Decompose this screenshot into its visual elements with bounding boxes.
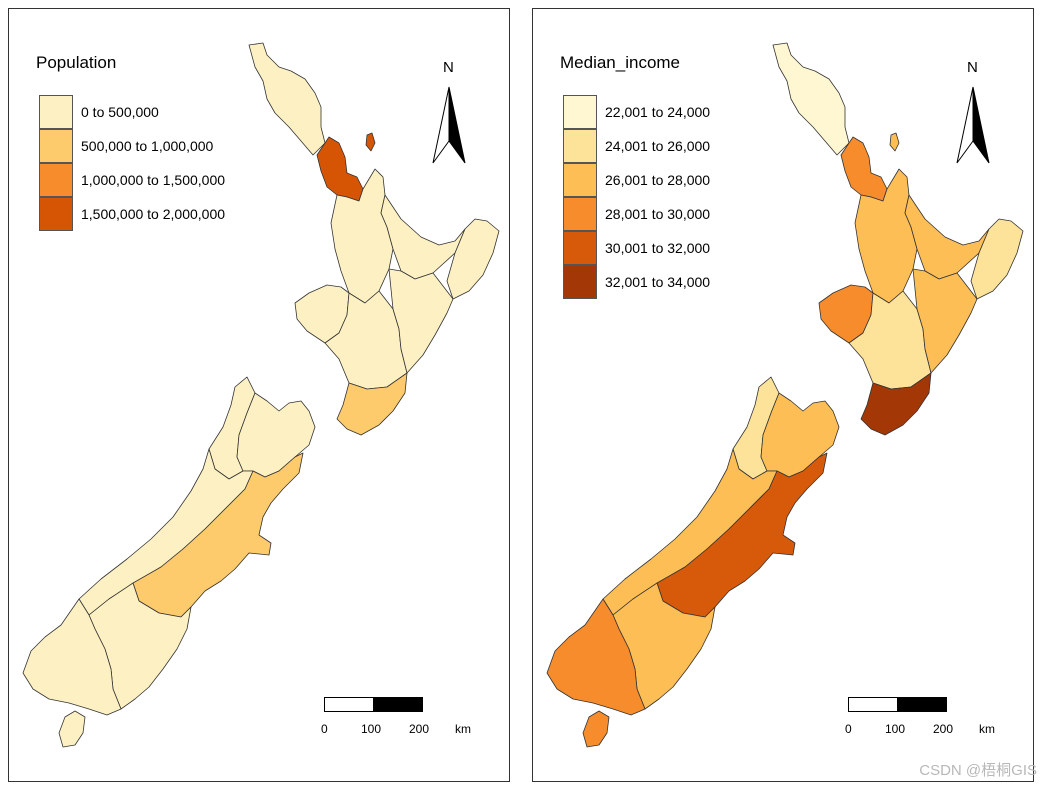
legend-label: 1,000,000 to 1,500,000 [81,172,226,188]
scale-tick: 100 [361,722,382,736]
region-auckland [840,136,888,202]
scale-tick: 200 [933,722,954,736]
legend-title: Population [36,53,117,72]
legend-swatch [563,231,597,265]
scale-unit: km [455,722,471,736]
north-label: N [967,59,978,76]
scale-tick: 0 [321,722,328,736]
scale-segment [324,697,374,712]
region-hawkes-bay [388,268,454,374]
north-arrow: N [953,59,993,169]
scale-segment [373,697,423,712]
legend-label: 1,500,000 to 2,000,000 [81,206,226,222]
legend-swatch [39,129,73,163]
new-zealand-income-map [546,42,1024,748]
region-hawkes-bay [912,268,978,374]
legend-label: 32,001 to 34,000 [605,274,711,290]
legend-label: 26,001 to 28,000 [605,172,711,188]
scale-segment [897,697,947,712]
legend-swatch [563,265,597,299]
region-bay-of-plenty [380,194,466,280]
region-auckland-island [889,132,900,152]
scale-tick: 0 [845,722,852,736]
region-canterbury [656,452,828,618]
scale-unit: km [979,722,995,736]
legend-swatch [563,95,597,129]
region-canterbury [132,452,304,618]
scale-tick: 100 [885,722,906,736]
legend-title: Median_income [560,53,681,72]
watermark: CSDN @梧桐GIS [919,762,1037,779]
legend-swatch [39,197,73,231]
region-auckland [316,136,364,202]
north-arrow: N [429,59,469,169]
region-bay-of-plenty [904,194,990,280]
region-auckland-island [365,132,376,152]
region-wellington [860,372,932,436]
legend-label: 30,001 to 32,000 [605,240,711,256]
north-arrow-icon [432,86,466,164]
legend-label: 22,001 to 24,000 [605,104,711,120]
map-panel-median-income: Median_income 22,001 to 24,000 24,001 to… [532,8,1034,782]
region-stewart-island [582,710,610,748]
region-northland [248,42,326,156]
scale-tick: 200 [409,722,430,736]
scale-segment [848,697,898,712]
region-southland [546,598,646,716]
scale-bar: 0 100 200 km [299,697,471,747]
region-stewart-island [58,710,86,748]
north-arrow-icon [956,86,990,164]
legend-swatch [563,129,597,163]
region-gisborne [970,218,1024,300]
scale-bar: 0 100 200 km [823,697,995,747]
map-panel-population: Population 0 to 500,000 500,000 to 1,000… [8,8,510,782]
region-gisborne [446,218,500,300]
legend-swatch [563,163,597,197]
legend-swatch [563,197,597,231]
region-northland [772,42,850,156]
north-label: N [443,59,454,76]
legend-label: 500,000 to 1,000,000 [81,138,214,154]
new-zealand-population-map [22,42,500,748]
legend-label: 28,001 to 30,000 [605,206,711,222]
region-southland [22,598,122,716]
legend-label: 0 to 500,000 [81,104,159,120]
legend-label: 24,001 to 26,000 [605,138,711,154]
region-wellington [336,372,408,436]
legend-swatch [39,163,73,197]
legend-swatch [39,95,73,129]
